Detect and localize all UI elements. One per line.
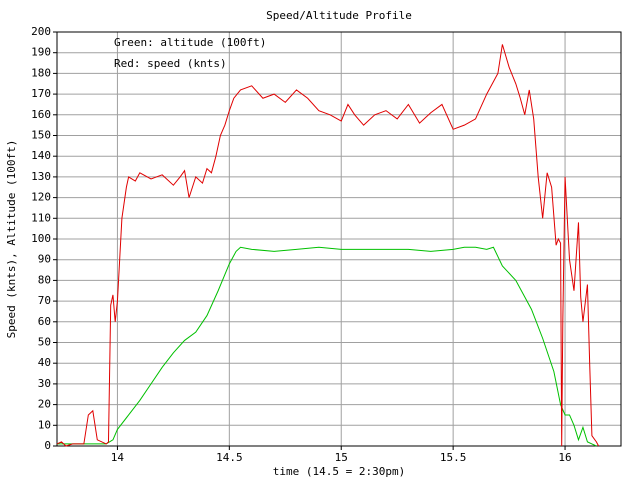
y-tick-label: 100: [31, 232, 51, 245]
plot-frame: [56, 31, 622, 447]
y-tick-label: 50: [38, 336, 51, 349]
chart-title: Speed/Altitude Profile: [266, 9, 412, 22]
y-tick-label: 60: [38, 315, 51, 328]
y-tick-label: 130: [31, 170, 51, 183]
y-tick-label: 70: [38, 294, 51, 307]
x-axis-label: time (14.5 = 2:30pm): [273, 465, 405, 478]
y-tick-label: 200: [31, 25, 51, 38]
y-tick-label: 90: [38, 253, 51, 266]
y-tick-label: 80: [38, 273, 51, 286]
x-tick-label: 14: [111, 451, 125, 464]
x-tick-label: 14.5: [216, 451, 243, 464]
y-tick-label: 140: [31, 149, 51, 162]
x-tick-label: 16: [558, 451, 571, 464]
x-tick-label: 15.5: [440, 451, 467, 464]
annotation: Green: altitude (100ft): [114, 36, 266, 49]
y-tick-label: 120: [31, 191, 51, 204]
annotation: Red: speed (knts): [114, 57, 227, 70]
y-tick-label: 190: [31, 46, 51, 59]
y-tick-label: 110: [31, 211, 51, 224]
y-tick-label: 10: [38, 418, 51, 431]
y-tick-label: 150: [31, 129, 51, 142]
y-tick-label: 0: [44, 439, 51, 452]
y-axis-label: Speed (knts), Altitude (100ft): [5, 140, 18, 339]
series-line: [56, 44, 600, 447]
y-tick-label: 30: [38, 377, 51, 390]
y-tick-label: 180: [31, 66, 51, 79]
y-tick-label: 160: [31, 108, 51, 121]
x-tick-label: 15: [335, 451, 348, 464]
y-tick-label: 20: [38, 398, 51, 411]
y-tick-label: 170: [31, 87, 51, 100]
y-tick-label: 40: [38, 356, 51, 369]
series-line: [57, 246, 597, 447]
